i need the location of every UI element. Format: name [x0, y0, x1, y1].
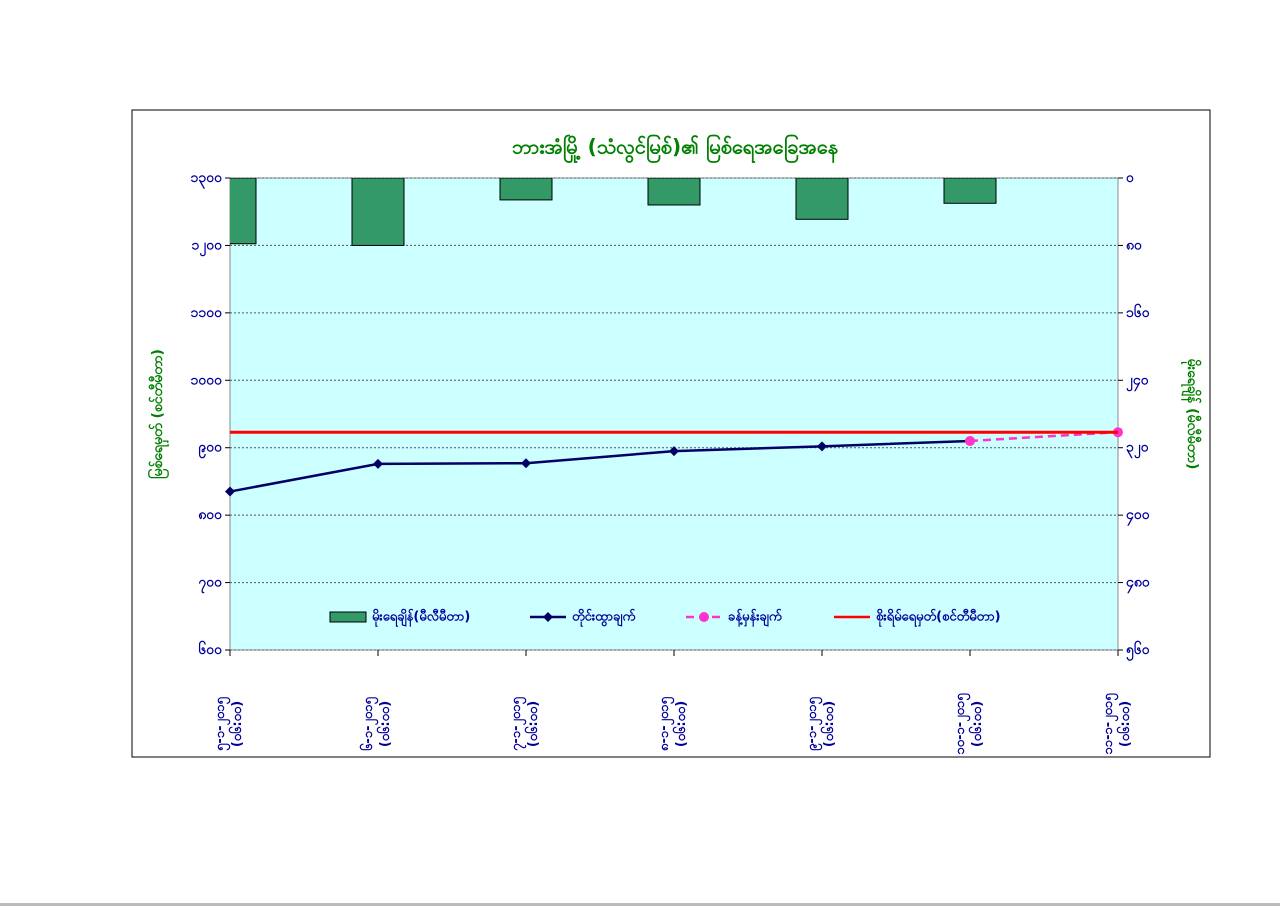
- point: [543, 612, 553, 622]
- point: [521, 458, 531, 469]
- point: [699, 612, 709, 622]
- x-tick-label: ၅-၁-၂၀၁၅ (၀၆:၀၀): [213, 697, 245, 751]
- y-tick-label: ၉၀၀: [198, 440, 223, 459]
- legend-label: တိုင်းထွာချက်: [572, 608, 635, 628]
- y-tick-label: ၁၀၀၀: [191, 372, 224, 388]
- point: [669, 446, 679, 457]
- y2-axis-label: မိုးရေချိန် (မီလီမီတာ): [1181, 359, 1201, 470]
- y2-tick-label: ၄၀၀: [1126, 507, 1151, 526]
- y-tick-label: ၁၃၀၀: [191, 170, 224, 189]
- y2-tick-label: ၃၂၀: [1126, 440, 1150, 459]
- y2-tick-label: ၄၈၀: [1126, 575, 1151, 594]
- x-tick-label: ၇-၁-၂၀၁၅ (၀၆:၀၀): [509, 697, 541, 751]
- line: [229, 439, 971, 493]
- point: [225, 486, 235, 497]
- y-tick-label: ၁၁၀၀: [191, 305, 224, 321]
- point: [817, 441, 827, 452]
- bar-series: [230, 178, 997, 246]
- page-edge: [0, 903, 1280, 906]
- x-tick-label: ၁၁-၁-၂၀၁၅ (၀၆:၀၀): [1101, 693, 1133, 755]
- bar: [351, 178, 405, 246]
- x-tick-label: ၉-၁-၂၀၁၅ (၀၆:၀၀): [805, 697, 837, 751]
- plot-area: [229, 177, 1119, 651]
- y2-tick-label: ၈၀: [1126, 237, 1143, 253]
- bar: [647, 178, 701, 206]
- legend-label: ခန့်မှန်းချက်: [728, 608, 782, 628]
- y-tick-label: ၆၀၀: [198, 641, 223, 658]
- point: [373, 458, 383, 469]
- bar: [795, 178, 849, 220]
- legend-label: မိုးရေချိန်(မီလီမီတာ): [372, 608, 470, 628]
- y2-tick-label: ၂၄၀: [1126, 372, 1150, 391]
- bar: [499, 178, 553, 201]
- legend-label: စိုးရိမ်ရေမှတ်(စင်တီမီတာ): [876, 608, 1001, 628]
- y2-tick-label: ၅၆၀: [1126, 641, 1151, 661]
- y-tick-label: ၁၂၀၀: [191, 237, 223, 256]
- bar: [230, 178, 257, 245]
- x-tick-label: ၈-၁-၂၀၁၅ (၀၆:၀၀): [657, 697, 689, 751]
- y2-tick-label: ၀: [1126, 170, 1135, 186]
- y2-tick-label: ၁၆၀: [1126, 304, 1151, 321]
- y-tick-label: ၈၀၀: [198, 507, 223, 523]
- x-tick-label: ၁၀-၁-၂၀၁၅ (၀၆:၀၀): [953, 693, 985, 755]
- bar: [943, 178, 997, 204]
- legend-swatch: [329, 611, 367, 623]
- y-axis-label: မြစ်ရေမှတ် (စင်တီမီတာ): [148, 349, 169, 479]
- point: [965, 435, 975, 446]
- x-tick-label: ၆-၁-၂၀၁၅ (၀၆:၀၀): [361, 697, 393, 751]
- y-tick-label: ၇၀၀: [198, 575, 223, 594]
